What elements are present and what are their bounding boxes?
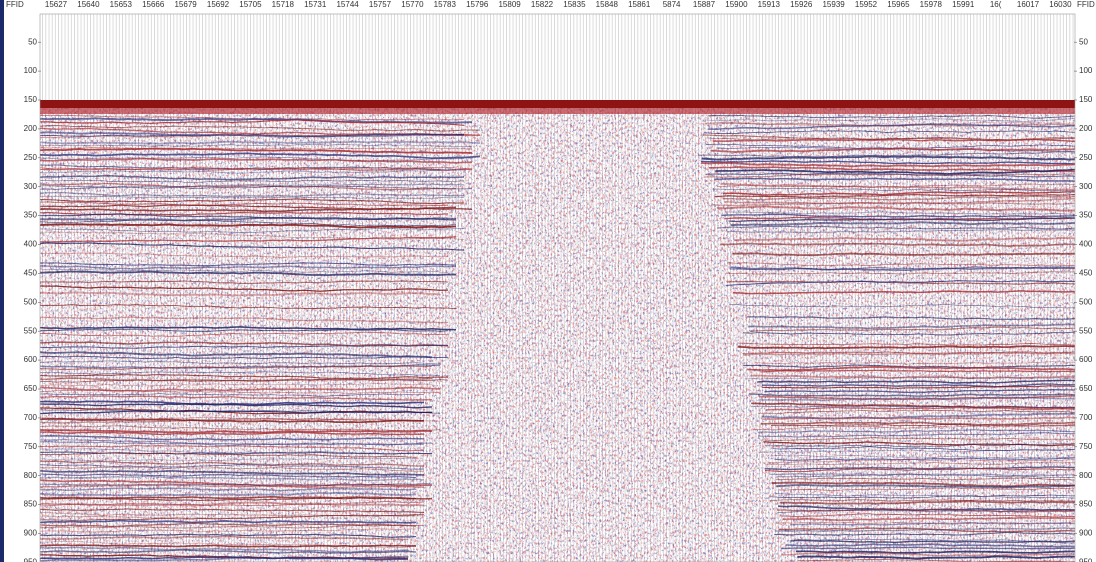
- time-label: 200: [1079, 124, 1093, 133]
- trace-label: 16(: [990, 0, 1002, 9]
- time-label: 500: [24, 297, 38, 306]
- trace-label: 15861: [628, 0, 651, 9]
- trace-label: 15848: [596, 0, 619, 9]
- trace-label: 16030: [1049, 0, 1072, 9]
- water-bottom: [40, 100, 1075, 108]
- trace-axis: 15627 15640 15653 15666 15679 15692 15705 15718…: [45, 0, 1072, 9]
- time-label: 100: [24, 66, 38, 75]
- time-label: 450: [1079, 269, 1093, 278]
- trace-label: 15757: [369, 0, 392, 9]
- header-label: FFID: [1077, 0, 1095, 9]
- trace-label: 15887: [693, 0, 716, 9]
- trace-label: 16017: [1017, 0, 1040, 9]
- time-label: 600: [1079, 355, 1093, 364]
- time-label: 100: [1079, 66, 1093, 75]
- time-label: 800: [1079, 471, 1093, 480]
- time-label: 850: [24, 500, 38, 509]
- seismic-viewer: FFID FFID 15627 15640 15653 15666 15679 15692…: [0, 0, 1096, 562]
- time-label: 550: [24, 326, 38, 335]
- trace-label: 15913: [758, 0, 781, 9]
- time-label: 50: [28, 37, 37, 46]
- time-label: 50: [1079, 37, 1088, 46]
- trace-label: 15653: [110, 0, 133, 9]
- time-label: 350: [24, 211, 38, 220]
- time-label: 200: [24, 124, 38, 133]
- time-label: 400: [1079, 240, 1093, 249]
- trace-label: 15835: [563, 0, 586, 9]
- header-label: FFID: [6, 0, 24, 9]
- time-label: 300: [24, 182, 38, 191]
- trace-label: 15679: [174, 0, 197, 9]
- seismic-section: [40, 14, 1084, 562]
- time-label: 500: [1079, 297, 1093, 306]
- trace-label: 15965: [887, 0, 910, 9]
- trace-label: 15783: [434, 0, 457, 9]
- time-label: 300: [1079, 182, 1093, 191]
- window-edge: [0, 0, 4, 562]
- time-label: 600: [24, 355, 38, 364]
- trace-label: 15640: [77, 0, 100, 9]
- time-label: 950: [24, 558, 38, 562]
- trace-label: 15718: [272, 0, 295, 9]
- time-label: 150: [24, 95, 38, 104]
- trace-label: 15822: [531, 0, 554, 9]
- trace-label: 15744: [336, 0, 359, 9]
- trace-label: 15978: [920, 0, 943, 9]
- trace-label: 15809: [498, 0, 521, 9]
- time-label: 800: [24, 471, 38, 480]
- time-label: 350: [1079, 211, 1093, 220]
- time-label: 700: [1079, 413, 1093, 422]
- time-label: 650: [1079, 384, 1093, 393]
- time-label: 150: [1079, 95, 1093, 104]
- time-label: 250: [1079, 153, 1093, 162]
- time-label: 900: [1079, 529, 1093, 538]
- trace-label: 15952: [855, 0, 878, 9]
- trace-label: 15991: [952, 0, 975, 9]
- trace-label: 15900: [725, 0, 748, 9]
- trace-label: 15796: [466, 0, 489, 9]
- trace-label: 15692: [207, 0, 230, 9]
- time-label: 250: [24, 153, 38, 162]
- trace-label: 15705: [239, 0, 262, 9]
- time-label: 750: [24, 442, 38, 451]
- trace-label: 15627: [45, 0, 68, 9]
- trace-label: 15666: [142, 0, 165, 9]
- time-label: 400: [24, 240, 38, 249]
- time-label: 750: [1079, 442, 1093, 451]
- time-label: 900: [24, 529, 38, 538]
- trace-label: 15926: [790, 0, 813, 9]
- time-label: 700: [24, 413, 38, 422]
- time-label: 550: [1079, 326, 1093, 335]
- trace-label: 15939: [822, 0, 845, 9]
- time-label: 650: [24, 384, 38, 393]
- water-bottom-shadow: [40, 108, 1075, 114]
- trace-label: 5874: [663, 0, 681, 9]
- time-label: 450: [24, 269, 38, 278]
- time-label: 950: [1079, 558, 1093, 562]
- trace-label: 15731: [304, 0, 327, 9]
- trace-label: 15770: [401, 0, 424, 9]
- time-label: 850: [1079, 500, 1093, 509]
